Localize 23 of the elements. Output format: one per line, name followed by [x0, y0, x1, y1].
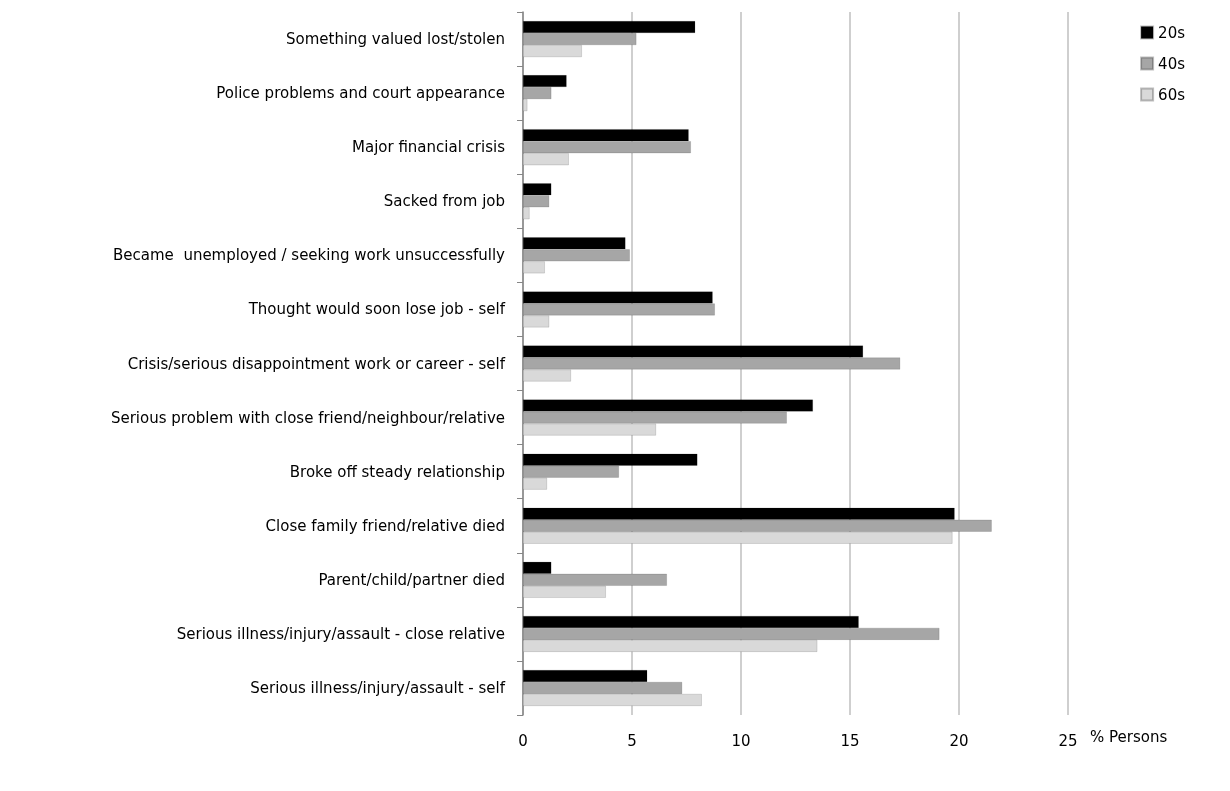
- y-tick-label: Became unemployed / seeking work unsuccessfully: [113, 246, 506, 265]
- x-tick-label: 5: [627, 731, 637, 750]
- y-tick-label: Serious problem with close friend/neighbour/relative: [110, 408, 505, 427]
- y-tick-label: Parent/child/partner died: [318, 570, 505, 589]
- y-tick-label: Major financial crisis: [352, 138, 506, 157]
- x-tick-label: 15: [840, 731, 860, 750]
- y-tick-label: Serious illness/injury/assault - close relative: [176, 624, 505, 643]
- legend-label: 40s: [1158, 54, 1186, 73]
- y-tick-label: Close family friend/relative died: [265, 516, 505, 535]
- x-tick-label: 0: [518, 731, 528, 750]
- legend-label: 60s: [1158, 85, 1186, 104]
- x-axis-title: % Persons: [1090, 727, 1168, 746]
- y-tick-label: Something valued lost/stolen: [285, 30, 505, 49]
- x-tick-label: 20: [949, 731, 969, 750]
- y-tick-label: Broke off steady relationship: [289, 462, 505, 481]
- y-tick-label: Sacked from job: [383, 192, 505, 211]
- y-tick-label: Thought would soon lose job - self: [247, 300, 506, 319]
- y-tick-label: Serious illness/injury/assault - self: [250, 678, 506, 697]
- y-tick-label: Crisis/serious disappointment work or career - self: [127, 354, 506, 373]
- y-tick-label: Police problems and court appearance: [216, 84, 505, 103]
- x-tick-label: 10: [731, 731, 751, 750]
- x-tick-label: 25: [1058, 731, 1078, 750]
- legend-label: 20s: [1158, 23, 1186, 42]
